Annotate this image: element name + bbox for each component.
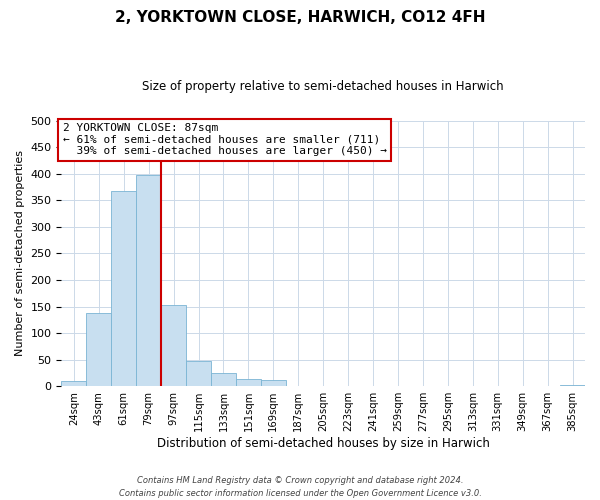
- Bar: [211, 373, 236, 386]
- Bar: [186, 360, 211, 386]
- Bar: [560, 385, 585, 386]
- Y-axis label: Number of semi-detached properties: Number of semi-detached properties: [15, 150, 25, 356]
- Bar: [86, 313, 111, 386]
- Bar: [61, 381, 86, 386]
- Bar: [161, 306, 186, 386]
- Bar: [136, 176, 161, 386]
- Bar: [236, 379, 261, 386]
- Bar: [111, 190, 136, 386]
- Text: Contains HM Land Registry data © Crown copyright and database right 2024.
Contai: Contains HM Land Registry data © Crown c…: [119, 476, 481, 498]
- Text: 2, YORKTOWN CLOSE, HARWICH, CO12 4FH: 2, YORKTOWN CLOSE, HARWICH, CO12 4FH: [115, 10, 485, 25]
- X-axis label: Distribution of semi-detached houses by size in Harwich: Distribution of semi-detached houses by …: [157, 437, 490, 450]
- Text: 2 YORKTOWN CLOSE: 87sqm
← 61% of semi-detached houses are smaller (711)
  39% of: 2 YORKTOWN CLOSE: 87sqm ← 61% of semi-de…: [63, 123, 387, 156]
- Title: Size of property relative to semi-detached houses in Harwich: Size of property relative to semi-detach…: [142, 80, 504, 93]
- Bar: [261, 380, 286, 386]
